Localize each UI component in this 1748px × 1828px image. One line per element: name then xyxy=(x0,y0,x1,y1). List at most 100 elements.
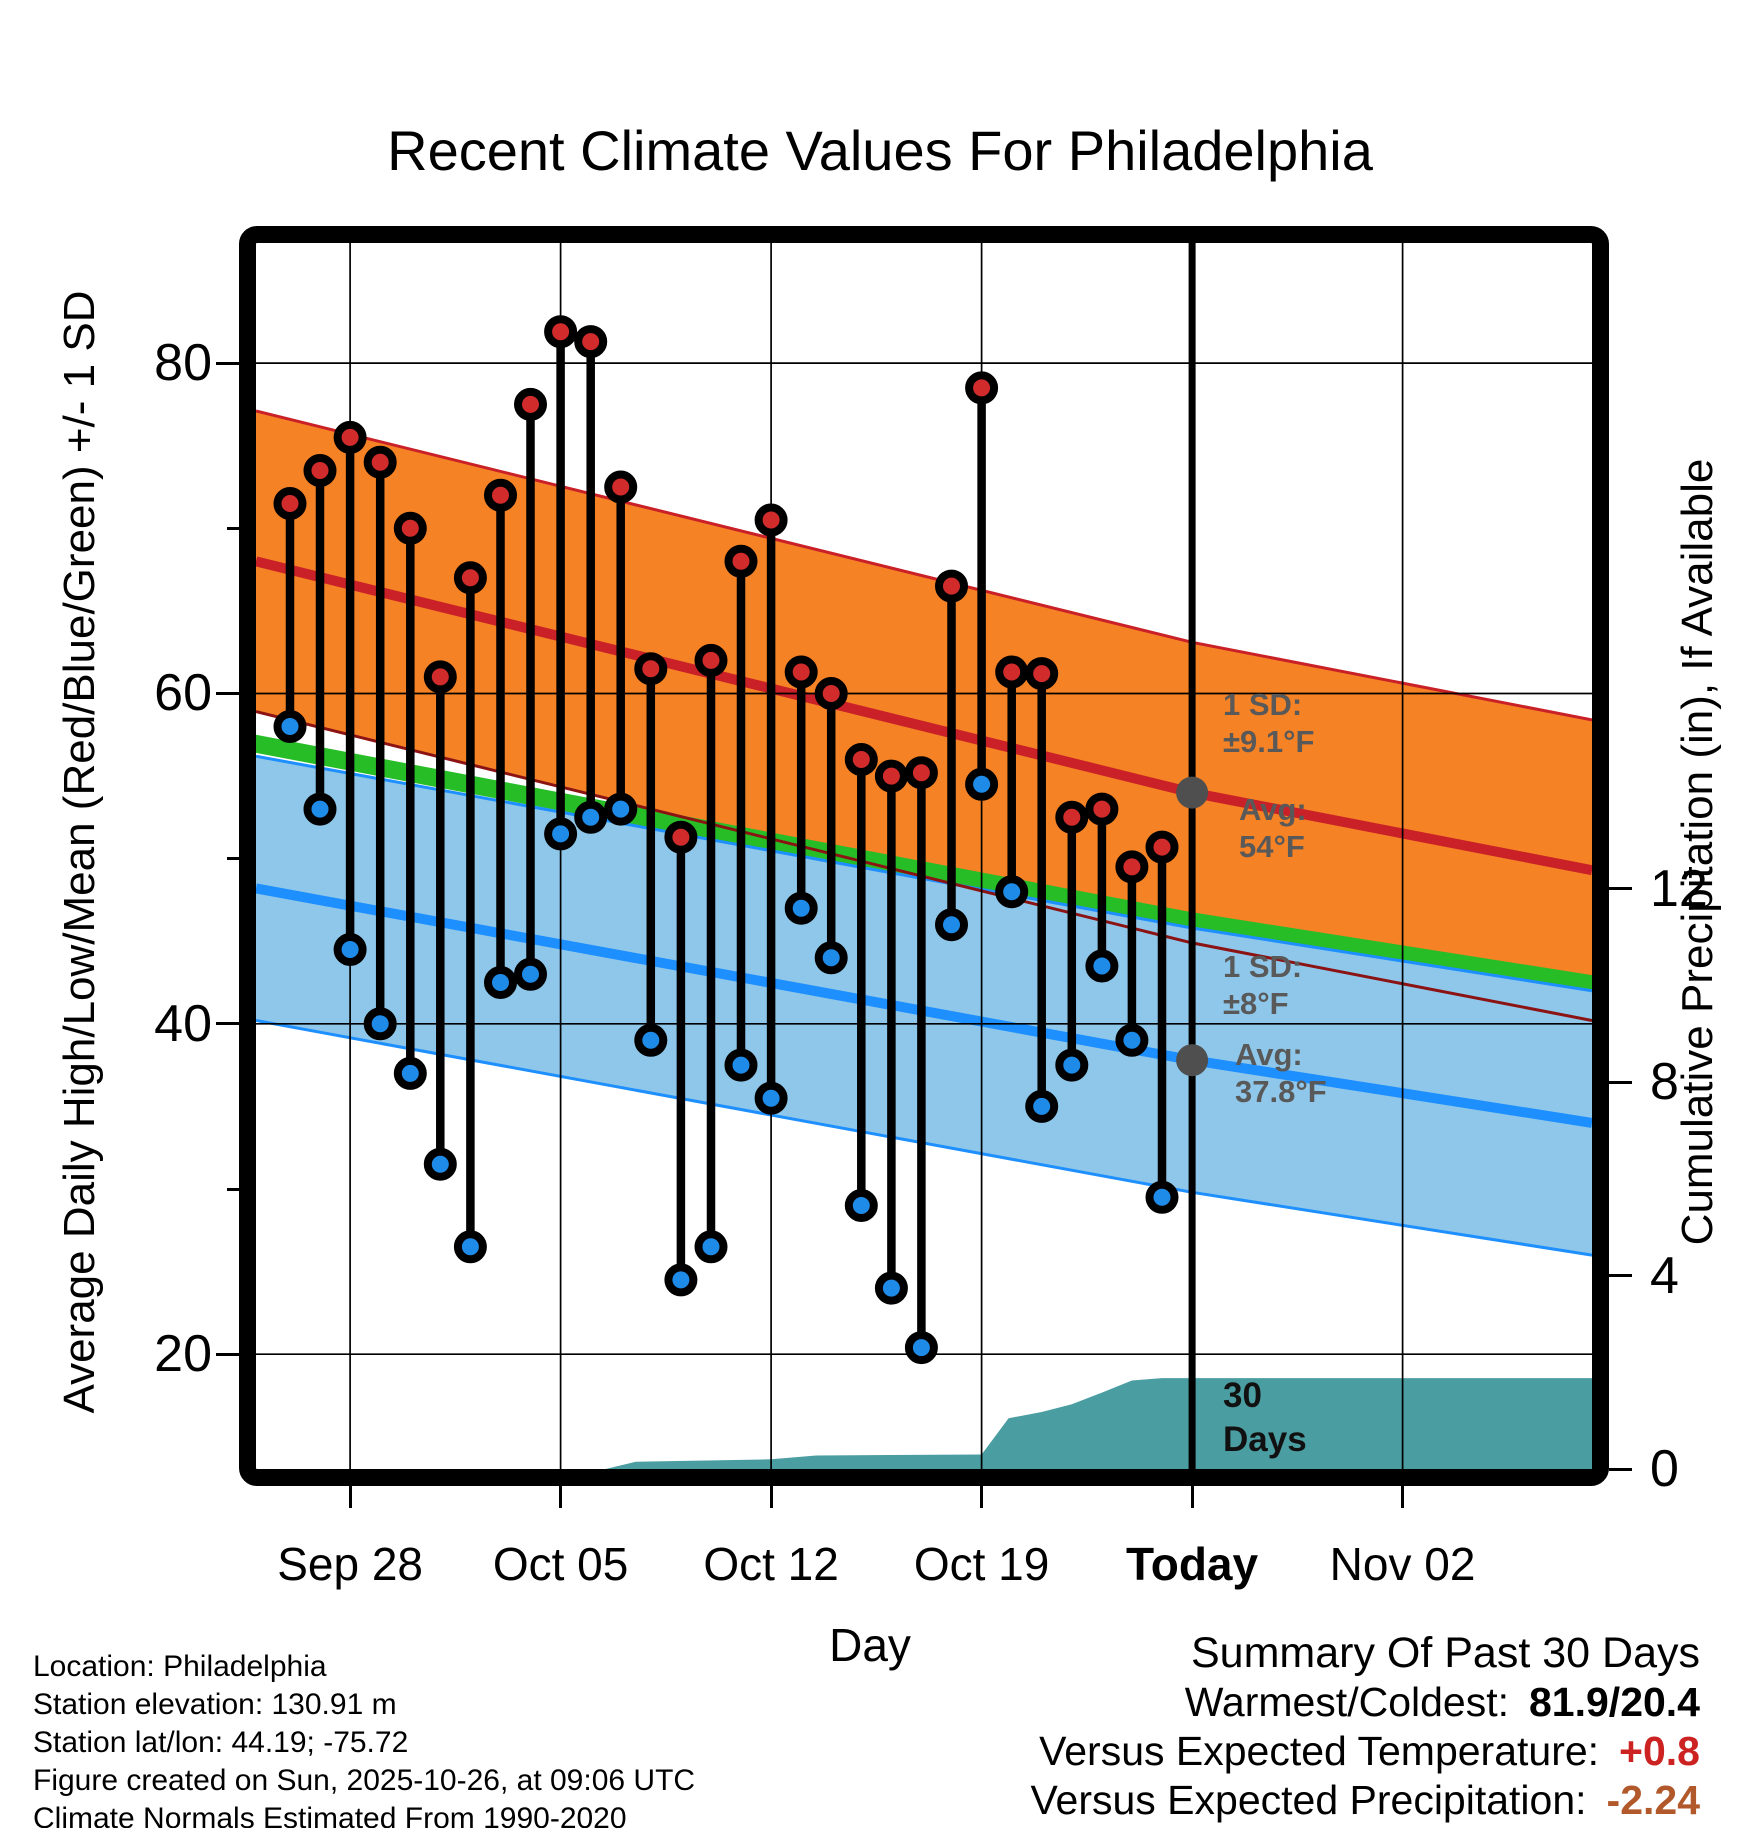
low-avg-annotation: Avg: 37.8°F xyxy=(1235,1036,1327,1110)
daily-low-dot xyxy=(935,908,968,942)
daily-low-dot xyxy=(1085,949,1119,983)
x-tick-label-sep-28: Sep 28 xyxy=(277,1538,423,1590)
low-sd-label: 1 SD: xyxy=(1223,949,1303,984)
daily-high-dot xyxy=(484,478,517,512)
x-tick-mark xyxy=(1190,1486,1194,1508)
daily-high-dot xyxy=(303,454,337,487)
summary-row-vs-precipitation: Versus Expected Precipitation: -2.24 xyxy=(1030,1776,1700,1825)
daily-high-dot xyxy=(273,487,307,520)
daily-high-dot xyxy=(844,743,878,776)
precip-window-line2: Days xyxy=(1223,1420,1307,1459)
y-right-tick-label: 0 xyxy=(1650,1440,1679,1498)
daily-low-dot xyxy=(333,933,367,966)
daily-low-dot xyxy=(363,1007,397,1041)
x-tick-mark xyxy=(980,1486,984,1508)
daily-high-dot xyxy=(604,470,638,504)
right-y-axis-label: Cumulative Precipitation (in), If Availa… xyxy=(1673,458,1722,1246)
daily-high-dot xyxy=(904,756,938,790)
precip-window-line1: 30 xyxy=(1223,1376,1262,1415)
precip-window-annotation: 30 Days xyxy=(1223,1374,1307,1462)
daily-low-dot xyxy=(814,941,848,975)
daily-high-dot xyxy=(1025,657,1059,691)
summary-value: -2.24 xyxy=(1606,1777,1700,1823)
daily-low-dot xyxy=(784,891,818,925)
x-tick-mark xyxy=(559,1486,563,1508)
daily-high-dot xyxy=(724,544,758,578)
daily-high-dot xyxy=(634,652,668,686)
daily-high-dot xyxy=(664,820,698,854)
x-tick-label-oct-12: Oct 12 xyxy=(703,1538,839,1590)
x-axis-label: Day xyxy=(829,1619,911,1671)
y-left-minor-tick xyxy=(227,526,239,530)
daily-low-dot xyxy=(664,1263,698,1297)
summary-value: +0.8 xyxy=(1619,1728,1700,1774)
summary-label: Warmest/Coldest: xyxy=(1184,1679,1509,1725)
daily-low-dot xyxy=(604,792,638,826)
y-right-tick-label: 8 xyxy=(1650,1053,1679,1112)
daily-low-dot xyxy=(1055,1048,1089,1082)
daily-low-dot xyxy=(303,792,337,826)
x-tick-label-oct-05: Oct 05 xyxy=(492,1538,629,1590)
daily-low-dot xyxy=(484,966,517,999)
daily-low-dot xyxy=(453,1230,487,1264)
daily-low-dot xyxy=(844,1189,878,1222)
daily-low-dot xyxy=(995,875,1029,909)
x-tick-label-nov-02: Nov 02 xyxy=(1329,1538,1476,1590)
daily-low-dot xyxy=(514,957,547,991)
x-tick-label-oct-19: Oct 19 xyxy=(913,1538,1050,1590)
summary-label: Versus Expected Temperature: xyxy=(1039,1728,1600,1774)
station-location: Location: Philadelphia xyxy=(33,1650,327,1683)
y-right-tick-label: 4 xyxy=(1650,1246,1679,1305)
y-left-minor-tick xyxy=(227,1187,239,1191)
figure-created: Figure created on Sun, 2025-10-26, at 09… xyxy=(33,1764,696,1797)
high-avg-value: 54°F xyxy=(1239,829,1305,864)
y-right-tick-mark xyxy=(1609,887,1632,891)
low-sd-value: ±8°F xyxy=(1223,986,1289,1021)
y-right-tick-mark xyxy=(1609,1274,1632,1278)
high-sd-annotation: 1 SD: ±9.1°F xyxy=(1223,686,1314,760)
daily-high-dot xyxy=(995,655,1029,689)
daily-low-dot xyxy=(574,800,608,834)
daily-high-dot xyxy=(453,561,487,595)
y-right-tick-mark xyxy=(1609,1080,1632,1084)
daily-low-dot xyxy=(634,1023,668,1057)
daily-high-dot xyxy=(574,325,608,359)
high-avg-annotation: Avg: 54°F xyxy=(1239,791,1307,865)
low-avg-value: 37.8°F xyxy=(1235,1074,1327,1109)
daily-high-dot xyxy=(935,569,968,603)
today-high-avg-marker xyxy=(1176,776,1209,809)
daily-high-dot xyxy=(423,660,457,694)
daily-high-dot xyxy=(965,371,999,405)
daily-high-dot xyxy=(814,677,848,710)
daily-low-dot xyxy=(904,1331,938,1365)
daily-low-dot xyxy=(273,710,307,743)
low-sd-annotation: 1 SD: ±8°F xyxy=(1223,948,1302,1022)
daily-low-dot xyxy=(393,1056,427,1090)
daily-high-dot xyxy=(333,420,367,454)
daily-high-dot xyxy=(1055,800,1089,834)
x-tick-mark xyxy=(348,1486,352,1508)
climate-normals: Climate Normals Estimated From 1990-2020 xyxy=(33,1802,627,1828)
daily-low-dot xyxy=(544,817,578,851)
summary-heading: Summary Of Past 30 Days xyxy=(1191,1629,1700,1677)
station-elevation: Station elevation: 130.91 m xyxy=(33,1688,397,1721)
today-low-avg-marker xyxy=(1176,1044,1209,1077)
plot-area: 1 SD: ±9.1°F Avg: 54°F 1 SD: ±8°F Avg: 3… xyxy=(239,226,1609,1486)
y-left-tick-label: 40 xyxy=(154,994,212,1053)
y-left-tick-mark xyxy=(216,1022,239,1026)
y-left-minor-tick xyxy=(227,857,239,861)
daily-low-dot xyxy=(423,1147,457,1181)
daily-low-dot xyxy=(724,1048,758,1082)
daily-low-dot xyxy=(1145,1180,1179,1214)
daily-low-dot xyxy=(874,1271,908,1305)
y-left-tick-label: 20 xyxy=(154,1325,212,1384)
daily-low-dot xyxy=(1115,1023,1149,1057)
chart-title: Recent Climate Values For Philadelphia xyxy=(387,119,1373,182)
summary-block: Summary Of Past 30 Days Warmest/Coldest:… xyxy=(1030,1628,1700,1825)
x-tick-label-today: Today xyxy=(1126,1538,1259,1590)
y-left-tick-label: 80 xyxy=(154,334,212,393)
daily-low-dot xyxy=(1025,1089,1059,1123)
x-tick-mark xyxy=(769,1486,773,1508)
cumulative-precip-area xyxy=(605,1378,1592,1469)
